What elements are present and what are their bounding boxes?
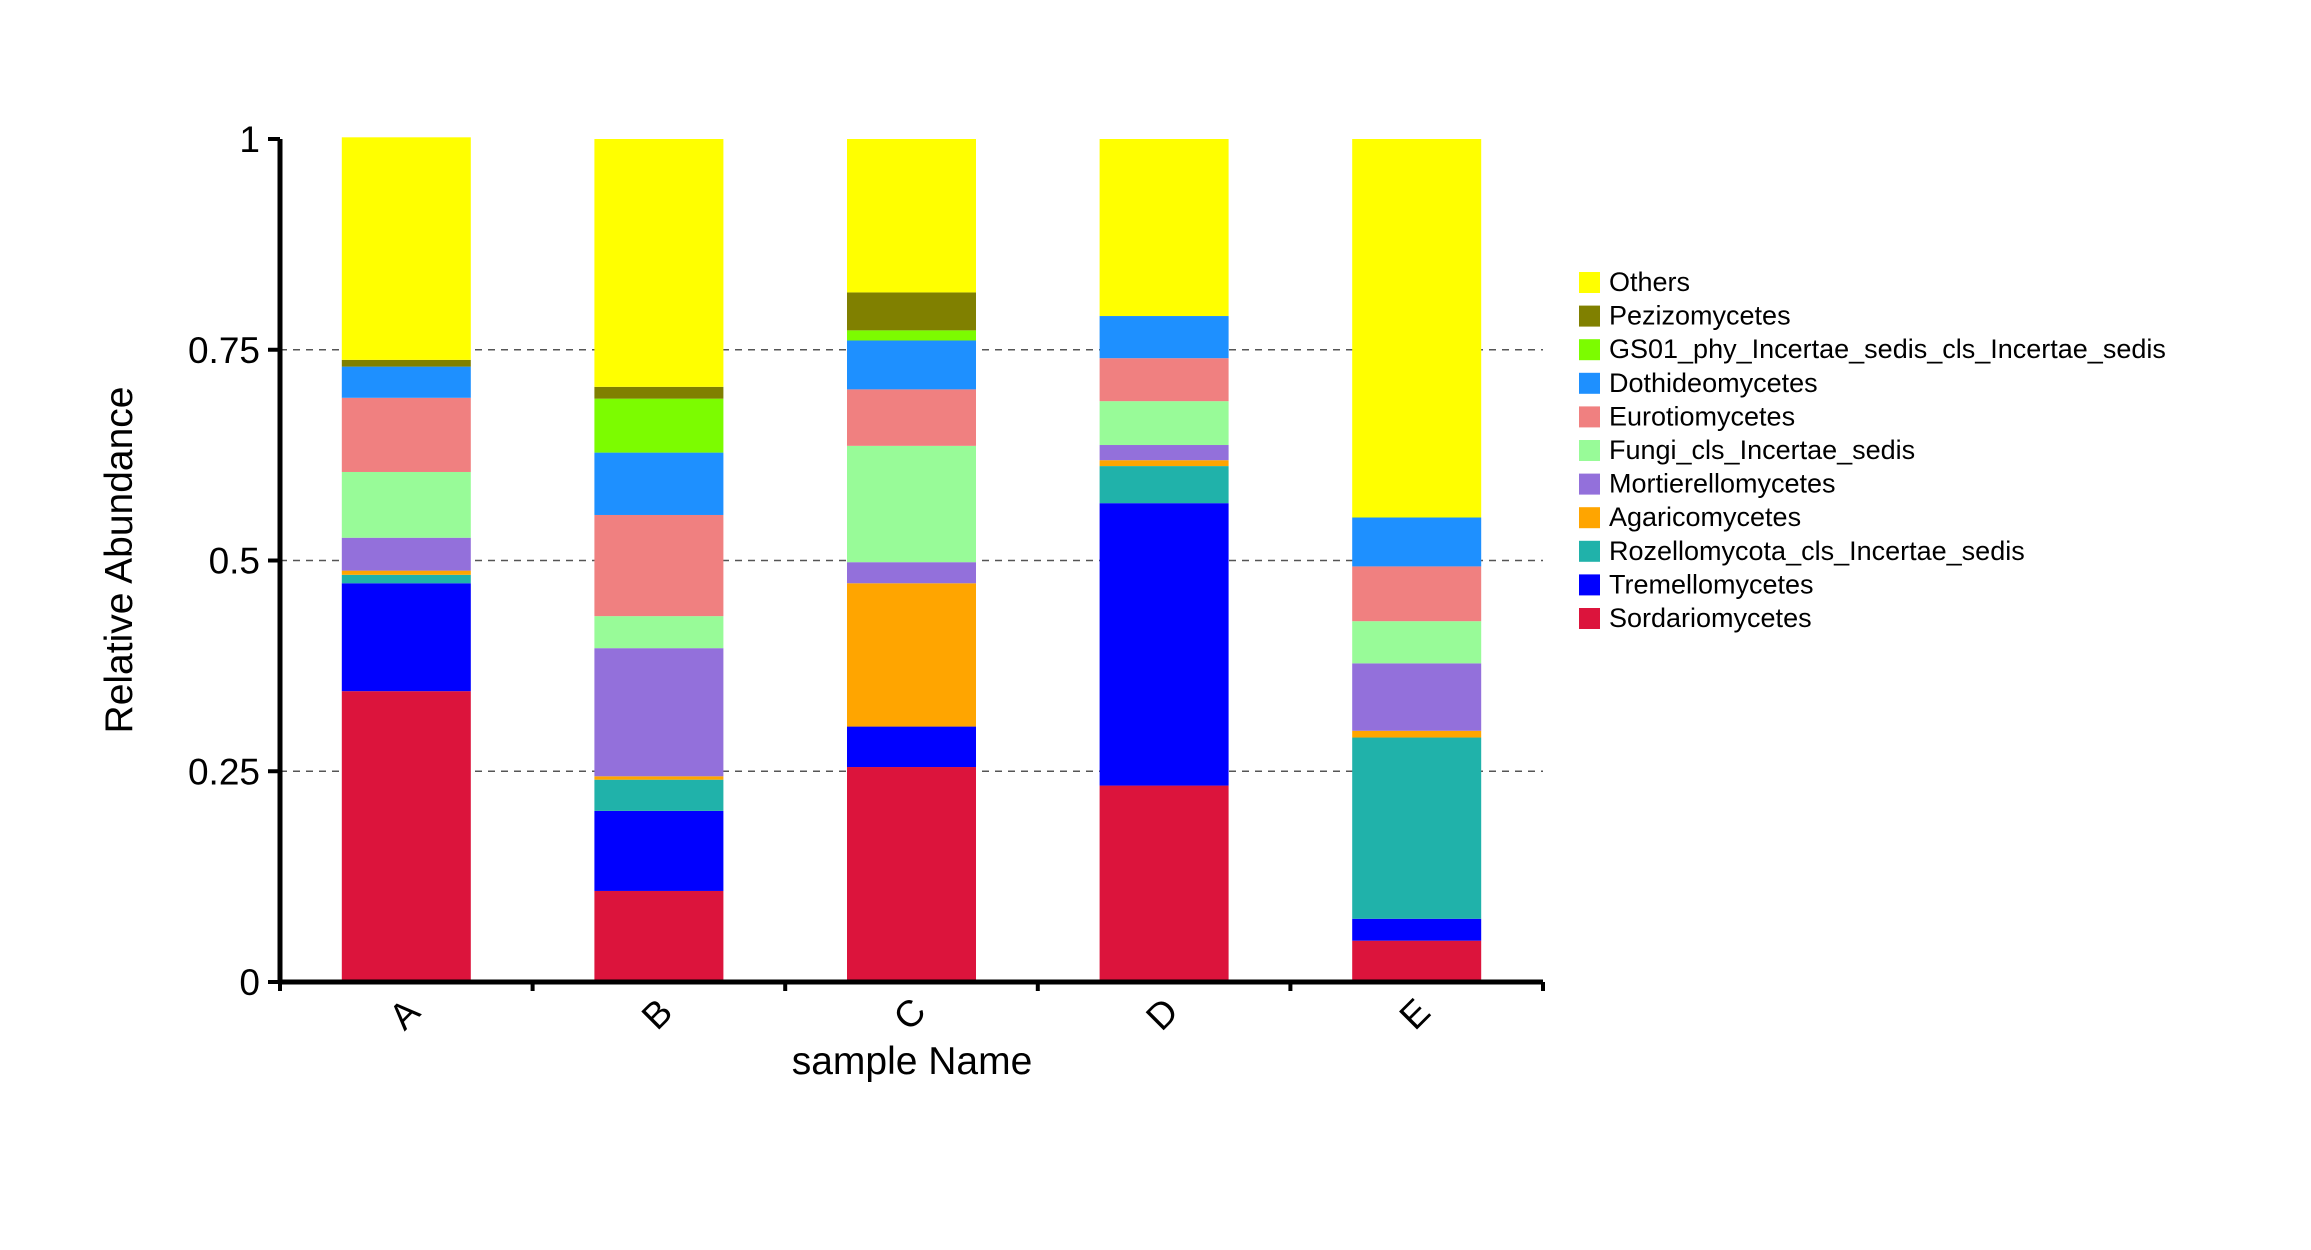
bar-segment [341, 583, 471, 692]
bar-segment [341, 137, 471, 360]
x-axis-label: sample Name [792, 1040, 1033, 1083]
bar-segment [847, 389, 976, 446]
bar-segment [847, 445, 976, 563]
bar-segment [1099, 358, 1229, 402]
bar-segment [341, 691, 471, 982]
bar-segment [847, 330, 976, 341]
grid-lines [280, 349, 1543, 772]
legend-label: Fungi_cls_Incertae_sedis [1609, 435, 1915, 465]
bar-segment [1099, 503, 1229, 786]
bar-segment [1099, 401, 1229, 446]
bar-segment [1099, 466, 1229, 504]
y-tick-label: 1 [239, 119, 260, 160]
bar-segment [341, 574, 471, 584]
bar-segment [847, 767, 976, 982]
legend-swatch [1579, 339, 1600, 361]
bar-segment [847, 139, 976, 293]
bar-segment [847, 340, 976, 390]
bar-segment [594, 810, 724, 891]
bar-segment [847, 726, 976, 768]
axes: 0 0.25 0.5 0.75 1 A B C D E [188, 119, 1545, 1038]
y-tick-label: 0 [239, 962, 260, 1003]
bar-segment [594, 139, 724, 387]
legend-swatch [1579, 406, 1600, 428]
bars [341, 137, 1482, 982]
bar-segment [1099, 316, 1229, 359]
legend-label: Agaricomycetes [1609, 502, 1801, 532]
bar-segment [341, 570, 471, 575]
legend-swatch [1579, 305, 1600, 327]
bar-segment [594, 514, 724, 617]
x-tick-label: E [1392, 991, 1438, 1037]
legend: Others PezizomycetesGS01_phy_Incertae_sed… [1579, 267, 2166, 633]
bar-segment [594, 452, 724, 515]
bar-segment [1352, 663, 1482, 731]
legend-swatch [1579, 574, 1600, 596]
legend-swatch [1579, 608, 1600, 629]
bar-segment [1352, 139, 1482, 518]
bar-segment [1352, 566, 1482, 622]
legend-label: Mortierellomycetes [1609, 469, 1836, 499]
bar-segment [341, 471, 471, 538]
bar-segment [847, 583, 976, 727]
legend-swatch [1579, 440, 1600, 461]
legend-label: Pezizomycetes [1609, 301, 1791, 331]
bar-segment [1352, 940, 1482, 982]
bar-segment [1352, 517, 1482, 567]
legend-swatch [1579, 507, 1600, 529]
bar-segment [1352, 737, 1482, 919]
bar-segment [847, 562, 976, 584]
bar-segment [594, 776, 724, 780]
legend-swatch [1579, 272, 1600, 293]
bar-segment [1352, 621, 1482, 664]
legend-swatch [1579, 473, 1600, 495]
bar-segment [594, 779, 724, 811]
bar-segment [594, 890, 724, 982]
bar-segment [594, 616, 724, 649]
legend-label: GS01_phy_Incertae_sedis_cls_Incertae_sed… [1609, 334, 2166, 364]
bar-segment [1099, 460, 1229, 467]
bar-segment [341, 537, 471, 571]
bar-segment [1352, 730, 1482, 738]
bar-segment [594, 648, 724, 777]
legend-label: Rozellomycota_cls_Incertae_sedis [1609, 536, 2025, 566]
legend-label: Others [1609, 267, 1690, 297]
legend-swatch [1579, 540, 1600, 562]
y-axis-label: Relative Abundance [98, 387, 141, 734]
bar-segment [1099, 445, 1229, 461]
x-tick-label: D [1138, 990, 1186, 1038]
x-tick-label: B [634, 991, 680, 1037]
legend-label: Dothideomycetes [1609, 368, 1818, 398]
legend-swatch [1579, 372, 1600, 394]
legend-label: Tremellomycetes [1609, 569, 1814, 599]
bar-segment [594, 386, 724, 399]
legend-label: Sordariomycetes [1609, 603, 1812, 633]
x-tick-label: C [886, 990, 934, 1038]
bar-segment [847, 292, 976, 331]
bar-segment [594, 398, 724, 453]
y-tick-label: 0.25 [188, 751, 260, 792]
legend-label: Eurotiomycetes [1609, 401, 1795, 431]
x-tick-label: A [381, 991, 428, 1038]
bar-segment [341, 359, 471, 367]
bar-segment [1099, 785, 1229, 982]
bar-segment [341, 366, 471, 398]
bar-segment [341, 397, 471, 472]
y-tick-label: 0.75 [188, 330, 260, 371]
bar-segment [1099, 139, 1229, 317]
bar-segment [1352, 918, 1482, 941]
y-tick-label: 0.5 [209, 541, 260, 582]
